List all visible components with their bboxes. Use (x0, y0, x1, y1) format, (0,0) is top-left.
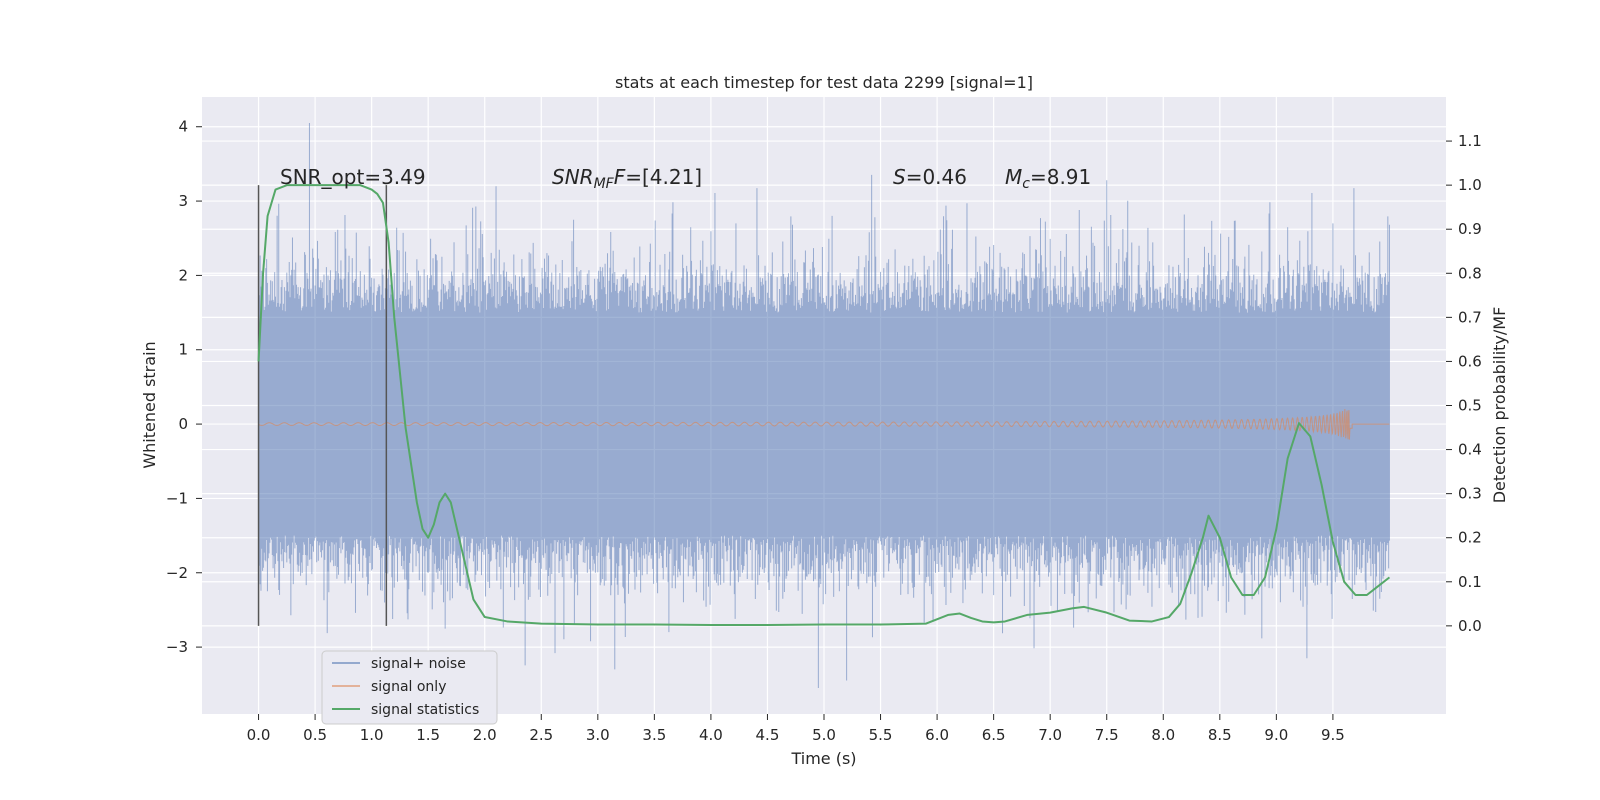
y-axis-label: Whitened strain (140, 341, 159, 468)
y2-axis-label: Detection probability/MF (1490, 307, 1509, 504)
y2-tick-label: 0.0 (1458, 617, 1482, 635)
y2-axis-ticks: 1.1 1.0 0.9 0.8 0.7 0.6 0.5 0.4 0.3 0.2 0.1 0.0 (1446, 132, 1482, 635)
series-signal-statistics (257, 184, 1391, 626)
y2-tick-label: 0.3 (1458, 485, 1482, 503)
y2-tick-label: 0.4 (1458, 441, 1482, 459)
legend-box (321, 650, 498, 725)
x-tick-label: 9.0 (1264, 726, 1288, 744)
y2-tick-label: 0.5 (1458, 397, 1482, 415)
y-tick-label: −1 (166, 489, 188, 507)
legend-label-signal-noise: signal+ noise (371, 656, 466, 672)
x-tick-label: 8.5 (1208, 726, 1232, 744)
y2-tick-label: 0.2 (1458, 529, 1482, 547)
x-axis-ticks: 0.0 0.5 1.0 1.5 2.0 2.5 3.0 3.5 4.0 4.5 5.0 5.5 6.0 6… (247, 714, 1345, 744)
x-tick-label: 2.0 (473, 726, 497, 744)
y-tick-label: 0 (178, 415, 188, 433)
y2-tick-label: 0.8 (1458, 264, 1482, 282)
x-tick-label: 3.0 (586, 726, 610, 744)
x-tick-label: 6.5 (982, 726, 1006, 744)
x-axis-label: Time (s) (790, 749, 856, 768)
x-tick-label: 1.0 (360, 726, 384, 744)
annotation-s: S=0.46 (893, 165, 967, 189)
y-tick-label: 2 (178, 266, 188, 284)
series-signal-only (258, 409, 1390, 440)
y2-tick-label: 0.6 (1458, 352, 1482, 370)
x-tick-label: 5.0 (812, 726, 836, 744)
y2-tick-label: 0.7 (1458, 308, 1482, 326)
legend-label-signal-only: signal only (371, 679, 446, 695)
marker-lines (257, 185, 388, 626)
x-tick-label: 8.0 (1151, 726, 1175, 744)
annotation-snr-opt: SNR_opt=3.49 (280, 165, 426, 189)
y-tick-label: 1 (178, 341, 188, 359)
legend: signal+ noise signal only signal statist… (321, 650, 498, 725)
statistics-trace (257, 184, 1391, 626)
annotation-snr-mf: SNRMFF=[4.21] (552, 165, 702, 192)
x-tick-label: 4.5 (756, 726, 780, 744)
y2-tick-label: 0.1 (1458, 573, 1482, 591)
chart-title: stats at each timestep for test data 229… (615, 73, 1033, 92)
x-tick-label: 1.5 (416, 726, 440, 744)
chirp-trace (258, 409, 1390, 440)
x-tick-label: 7.5 (1095, 726, 1119, 744)
x-tick-label: 3.5 (642, 726, 666, 744)
x-tick-label: 7.0 (1038, 726, 1062, 744)
x-tick-label: 2.5 (529, 726, 553, 744)
y-tick-label: 3 (178, 192, 188, 210)
x-tick-label: 9.5 (1321, 726, 1345, 744)
y2-tick-label: 1.1 (1458, 132, 1482, 150)
annotation-mc: Mc=8.91 (1005, 165, 1091, 192)
legend-label-signal-statistics: signal statistics (371, 702, 479, 718)
x-tick-label: 6.0 (925, 726, 949, 744)
y2-tick-label: 1.0 (1458, 176, 1482, 194)
y-tick-label: −3 (166, 638, 188, 656)
y2-tick-label: 0.9 (1458, 220, 1482, 238)
x-tick-label: 5.5 (869, 726, 893, 744)
x-tick-label: 0.5 (303, 726, 327, 744)
y-tick-label: 4 (178, 118, 188, 136)
y-tick-label: −2 (166, 564, 188, 582)
x-tick-label: 4.0 (699, 726, 723, 744)
x-tick-label: 0.0 (247, 726, 271, 744)
y-axis-ticks: 4 3 2 1 0 −1 −2 −3 (166, 118, 202, 656)
